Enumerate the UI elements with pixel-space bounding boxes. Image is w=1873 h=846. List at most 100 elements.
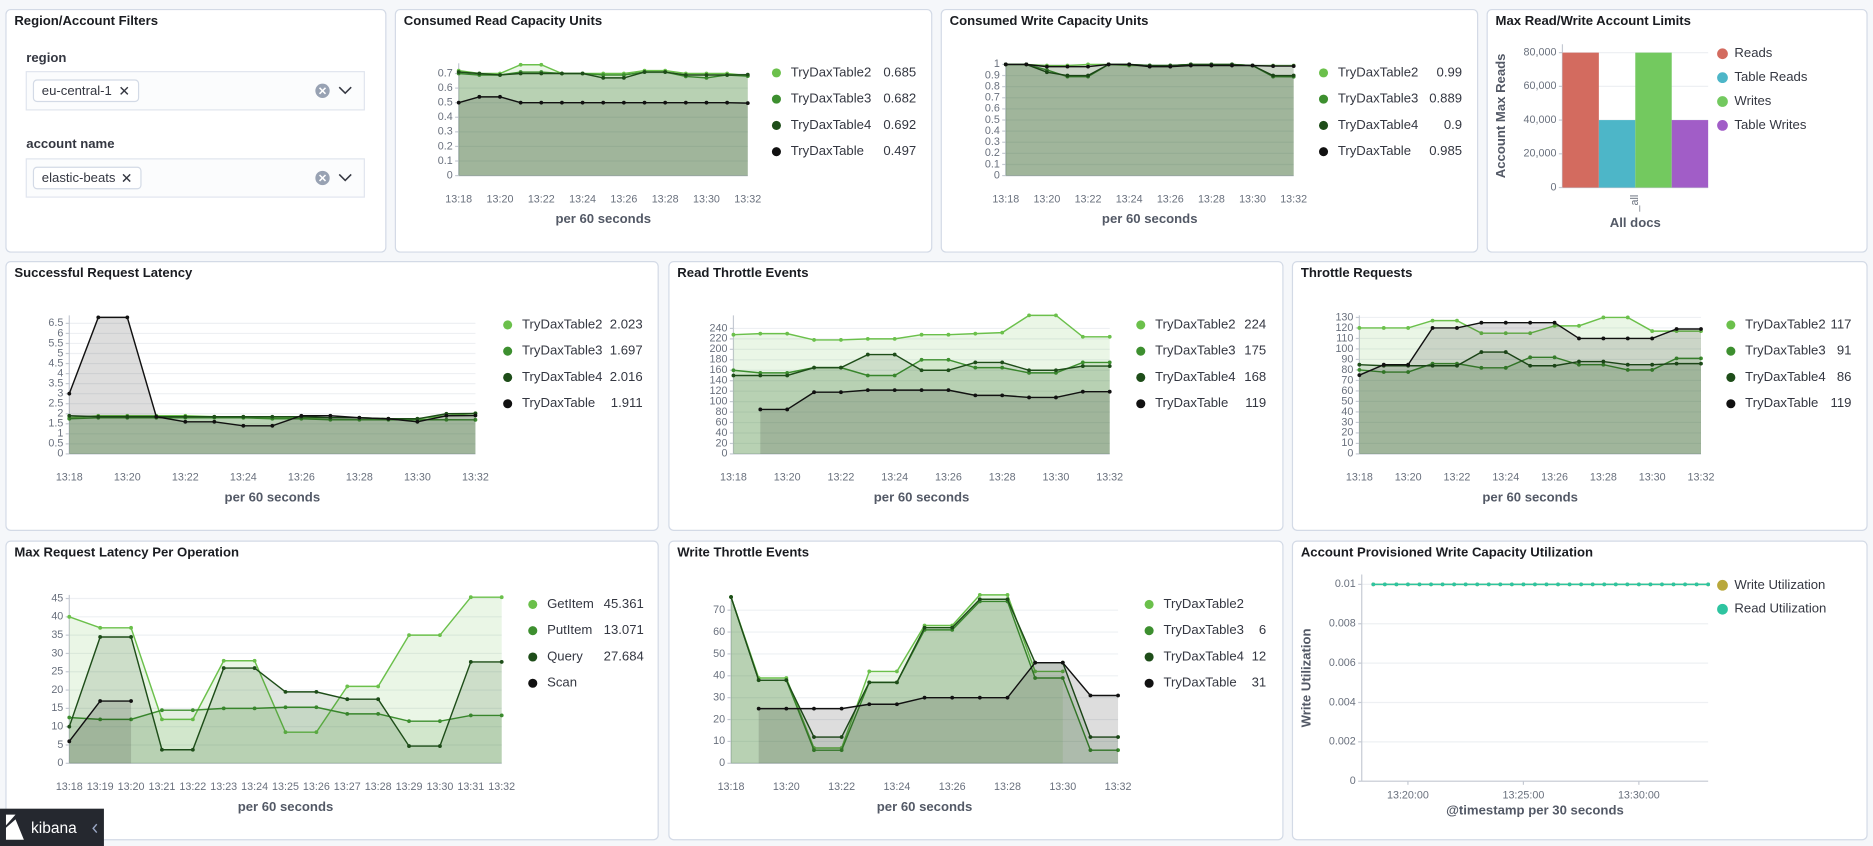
y-tick-label: 50 [1341, 395, 1353, 407]
data-point [601, 75, 606, 80]
legend-label[interactable]: TryDaxTable3 [791, 91, 871, 106]
data-point [96, 414, 101, 419]
brand-bar[interactable]: kibana [0, 808, 104, 846]
data-point [839, 706, 844, 711]
data-point [1107, 334, 1112, 339]
legend-label[interactable]: TryDaxTable4 [791, 117, 871, 132]
legend-label[interactable]: TryDaxTable4 [1163, 648, 1243, 663]
legend-label[interactable]: TryDaxTable4 [1745, 369, 1825, 384]
x-tick-label: 13:20 [1395, 472, 1422, 484]
legend-label[interactable]: Read Utilization [1734, 601, 1826, 616]
legend-label[interactable]: PutItem [547, 622, 592, 637]
series-area [758, 662, 1119, 764]
legend-label[interactable]: GetItem [547, 596, 594, 611]
data-point [1271, 73, 1276, 78]
legend-label[interactable]: TryDaxTable2 [1338, 64, 1418, 79]
data-point [468, 595, 473, 600]
x-tick-label: 13:32 [462, 472, 489, 484]
data-point [1080, 364, 1085, 368]
data-point [1107, 364, 1112, 368]
data-point [950, 695, 955, 700]
legend-label[interactable]: Query [547, 648, 583, 663]
legend-label[interactable]: Reads [1734, 45, 1772, 60]
legend-swatch [1717, 96, 1728, 107]
y-tick-label: 180 [710, 354, 728, 366]
x-axis-title: per 60 seconds [1102, 211, 1198, 226]
data-point [1406, 370, 1411, 374]
legend-swatch [1717, 603, 1728, 615]
legend-label[interactable]: TryDaxTable2 [1745, 316, 1825, 331]
data-point [518, 71, 523, 76]
legend-label[interactable]: Table Reads [1734, 69, 1807, 84]
legend-label[interactable]: TryDaxTable4 [1338, 117, 1418, 132]
data-point [729, 595, 733, 599]
data-point [1503, 365, 1508, 370]
legend-label[interactable]: TryDaxTable [522, 395, 595, 410]
legend-label[interactable]: Write Utilization [1734, 577, 1825, 592]
legend-label[interactable]: TryDaxTable4 [522, 369, 602, 384]
data-point [621, 75, 626, 80]
data-point [1357, 362, 1362, 367]
legend-swatch [771, 120, 781, 130]
legend-label[interactable]: Table Writes [1734, 117, 1806, 132]
data-point [1044, 64, 1049, 69]
dropdown-arrow[interactable] [338, 173, 352, 182]
filter-chip[interactable] [32, 79, 140, 103]
data-point [731, 368, 736, 373]
data-point [183, 419, 188, 424]
x-tick-label: 13:30 [1042, 472, 1069, 484]
control-label: account name [26, 136, 114, 151]
legend-label[interactable]: Writes [1734, 93, 1771, 108]
dropdown-arrow[interactable] [338, 86, 352, 95]
legend-label[interactable]: TryDaxTable2 [791, 64, 871, 79]
legend-label[interactable]: TryDaxTable3 [522, 343, 602, 358]
data-point [1503, 350, 1508, 355]
series-area [1359, 357, 1701, 454]
legend-label[interactable]: TryDaxTable2 [522, 316, 602, 331]
legend-label[interactable]: TryDaxTable [1745, 395, 1818, 410]
legend-label[interactable]: TryDaxTable3 [1163, 622, 1243, 637]
data-point [468, 660, 473, 664]
legend-label[interactable]: TryDaxTable3 [1338, 91, 1418, 106]
y-tick-label: 40 [715, 427, 727, 439]
filter-chip[interactable] [32, 166, 142, 190]
panel-title: Region/Account Filters [14, 13, 158, 28]
x-tick-label: 13:24 [1116, 193, 1143, 205]
data-point [221, 706, 226, 711]
x-tick-label: 13:32 [1688, 472, 1715, 484]
legend-swatch [503, 372, 513, 383]
series-area [1005, 64, 1294, 176]
legend-swatch [1717, 72, 1728, 84]
legend-label[interactable]: TryDaxTable2 [1163, 596, 1243, 611]
data-point [1033, 669, 1038, 674]
y-tick-label: 3 [57, 388, 63, 400]
legend-label[interactable]: TryDaxTable [1163, 675, 1236, 690]
data-point [758, 331, 763, 336]
collapse-icon[interactable] [92, 823, 98, 834]
legend-label[interactable]: TryDaxTable [1155, 395, 1228, 410]
y-tick-label: 30 [51, 647, 63, 659]
chip-remove[interactable] [122, 173, 131, 183]
x-tick-label: 13:26 [939, 781, 966, 793]
legend-value: 0.682 [883, 91, 916, 106]
legend-label[interactable]: TryDaxTable [1338, 143, 1411, 158]
chip-remove[interactable] [120, 86, 129, 95]
data-point [1000, 393, 1005, 398]
legend-label[interactable]: TryDaxTable [791, 143, 864, 158]
data-point [1230, 63, 1234, 68]
legend-value: 86 [1837, 369, 1852, 384]
legend-swatch [528, 678, 538, 688]
y-tick-label: 120 [1335, 322, 1353, 334]
legend-label[interactable]: Scan [547, 675, 577, 690]
legend-label[interactable]: TryDaxTable4 [1155, 369, 1235, 384]
y-axis-title: Account Max Reads [1493, 54, 1508, 179]
legend-swatch [1136, 346, 1146, 356]
legend-label[interactable]: TryDaxTable3 [1745, 343, 1825, 358]
data-point [867, 680, 872, 685]
legend-label[interactable]: TryDaxTable3 [1155, 343, 1235, 358]
chip-text: elastic-beats [42, 170, 116, 185]
series-area [69, 413, 476, 454]
brand-name: kibana [31, 820, 77, 837]
y-tick-label: 0.6 [985, 103, 1000, 115]
legend-label[interactable]: TryDaxTable2 [1155, 316, 1235, 331]
